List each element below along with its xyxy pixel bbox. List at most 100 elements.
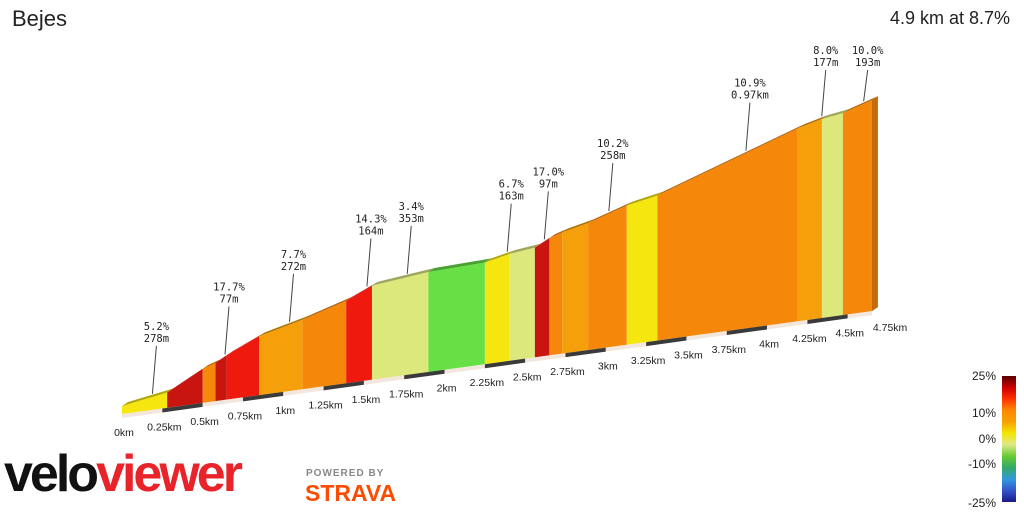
gradient-scale-label: 25% [971,369,996,383]
profile-segment-top [842,96,878,114]
distance-ruler-band [444,364,485,374]
profile-segment-top [302,296,353,320]
annotation-length: 278m [144,333,169,345]
distance-ruler-band [122,408,163,418]
gradient-scale-label: 10% [971,406,996,420]
x-tick-label: 0.25km [147,421,182,433]
powered-by-label: POWERED BY [306,468,385,479]
annotation-leader-line [608,163,614,212]
annotation-gradient: 10.2% [597,138,629,150]
profile-segment-top [122,388,174,406]
x-tick-label: 2.5km [513,372,542,384]
elevation-profile-chart: 0km 0.25km 0.5km 0.75km 1km 1.25km 1.5km 1.75km… [114,45,907,439]
profile-segment [588,205,627,351]
profile-segment [797,119,822,322]
distance-ruler-band [363,375,405,385]
annotation-gradient: 17.7% [213,281,245,293]
distance-ruler-band [605,342,647,352]
x-tick-label: 2.75km [550,366,585,378]
x-tick-label: 4.5km [835,327,864,339]
distance-ruler-band [162,402,203,413]
profile-segment-top [259,315,309,337]
distance-ruler-band [646,336,687,347]
profile-segment-top [346,281,378,301]
distance-ruler-band [404,369,445,380]
annotation-leader-line [406,225,412,274]
profile-segment [302,300,347,390]
page-title: Bejes [12,6,68,31]
annotation-length: 0.97km [731,90,769,102]
annotation-length: 258m [600,150,625,162]
annotation-gradient: 5.2% [144,321,170,333]
distance-ruler-band [202,397,243,407]
annotation-leader-line [863,69,869,102]
profile-segment [202,362,216,403]
profile-segment [346,285,372,384]
annotation-length: 177m [813,57,838,69]
x-tick-label: 3.25km [631,355,666,367]
x-tick-label: 2.25km [470,377,505,389]
x-tick-label: 1km [275,405,295,417]
gradient-scale-label: -10% [967,457,996,471]
x-tick-label: 3.5km [674,350,703,362]
annotation-gradient: 6.7% [499,179,525,191]
annotation-length: 353m [399,213,424,225]
distance-ruler-band [525,353,566,363]
profile-segment-top [484,250,516,263]
annotation-gradient: 8.0% [813,45,839,57]
profile-segment-top [821,109,849,120]
profile-segment [428,262,485,372]
profile-segment-top [588,201,633,224]
annotation-leader-line [224,306,230,355]
annotation-length: 164m [358,225,383,237]
distance-ruler-band [242,391,284,402]
annotation-leader-line [151,345,157,394]
annotation-length: 272m [281,261,306,273]
profile-segment-top [371,267,435,286]
annotation-length: 193m [855,57,880,69]
x-tick-label: 1.5km [352,394,381,406]
climb-summary: 4.9 km at 8.7% [889,8,1010,28]
annotation-gradient: 14.3% [355,213,387,225]
x-tick-label: 3km [598,361,618,373]
annotation-gradient: 17.0% [533,166,565,178]
profile-segment-top [167,364,209,393]
gradient-scale-label: 0% [978,432,996,446]
distance-ruler-band [323,380,364,391]
logo-viewer-text: viewer [96,445,243,503]
distance-ruler-band [767,319,808,330]
profile-segment [534,237,550,358]
profile-segment-top [626,191,664,206]
annotation-leader-line [506,203,512,252]
profile-segment [657,128,798,341]
profile-segment [122,392,168,414]
x-tick-label: 1.25km [308,399,343,411]
profile-segment [371,271,429,380]
annotation-leader-line [745,102,751,151]
profile-segment [842,100,872,316]
distance-ruler-band [807,314,848,324]
veloviewer-logo: veloviewer [4,445,243,503]
profile-segment [626,195,658,345]
strava-logo: STRAVA [305,480,397,506]
annotation-leader-line [543,191,549,240]
annotation-leader-line [289,273,295,322]
distance-ruler-band [484,358,526,369]
annotation-leader-line [366,238,372,287]
profile-segment [226,336,260,400]
profile-segment-top [657,124,804,196]
profile-segment-top [202,358,222,369]
x-tick-label: 4km [759,338,779,350]
profile-segment [821,113,843,318]
gradient-scale-label: -25% [967,496,996,510]
profile-segment-top [797,115,828,129]
profile-segment-top [428,258,491,272]
profile-segment [562,223,589,354]
profile-segment-top [549,228,569,238]
profile-segment [167,368,203,408]
profile-end-wall [871,96,878,312]
x-tick-label: 1.75km [389,388,424,400]
distance-ruler-band [847,311,872,319]
annotation-length: 77m [220,293,239,305]
annotation-gradient: 10.9% [734,78,766,90]
